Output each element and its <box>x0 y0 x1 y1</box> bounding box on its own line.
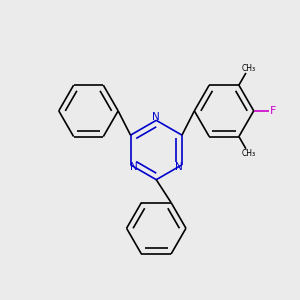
Text: N: N <box>175 162 183 172</box>
Text: CH₃: CH₃ <box>242 149 256 158</box>
Text: N: N <box>152 112 160 122</box>
Text: N: N <box>130 162 137 172</box>
Text: F: F <box>270 106 277 116</box>
Text: CH₃: CH₃ <box>242 64 256 73</box>
